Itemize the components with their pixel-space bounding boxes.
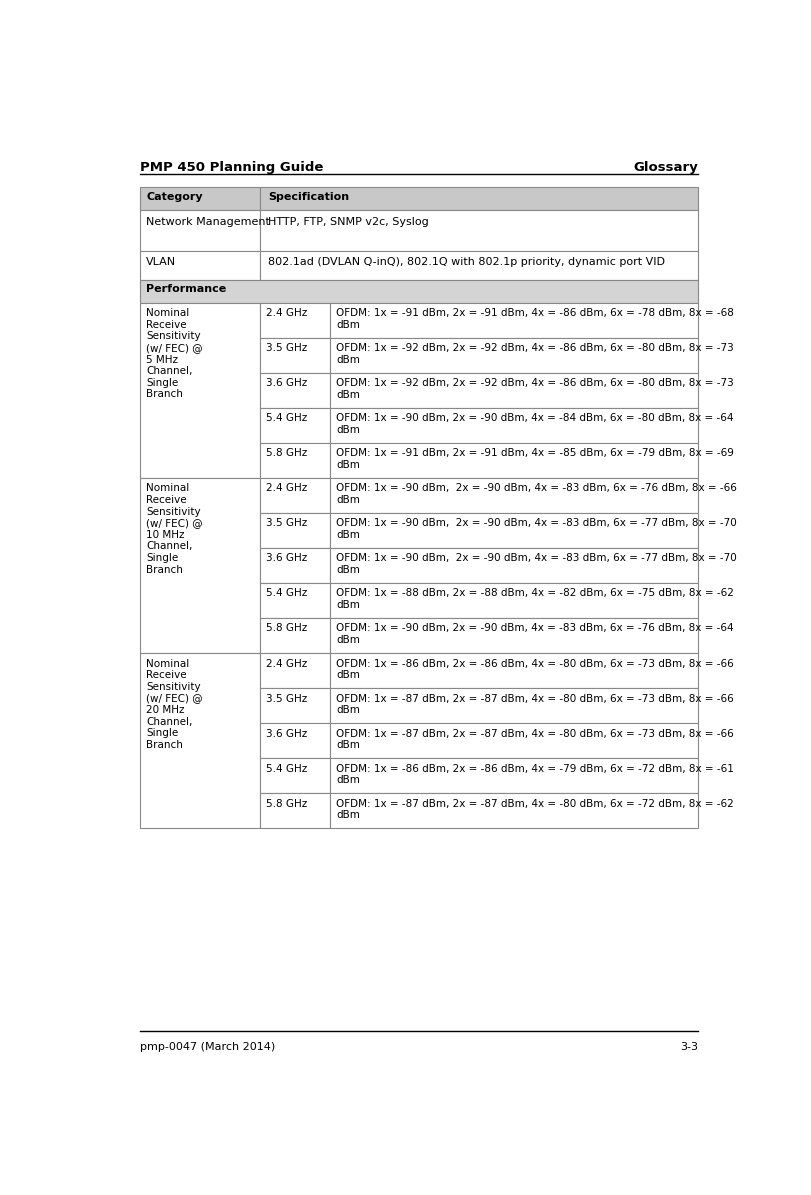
Text: 5.8 GHz: 5.8 GHz [267, 624, 307, 633]
Text: OFDM: 1x = -90 dBm, 2x = -90 dBm, 4x = -84 dBm, 6x = -80 dBm, 8x = -64
dBm: OFDM: 1x = -90 dBm, 2x = -90 dBm, 4x = -… [337, 413, 734, 435]
Bar [330, 618, 698, 654]
Text: 5.8 GHz: 5.8 GHz [267, 798, 307, 809]
Bar [330, 338, 698, 373]
Bar [260, 688, 330, 723]
Bar [260, 793, 330, 828]
Bar [330, 549, 698, 583]
Bar [140, 654, 260, 828]
Text: HTTP, FTP, SNMP v2c, Syslog: HTTP, FTP, SNMP v2c, Syslog [268, 217, 429, 227]
Text: 3-3: 3-3 [680, 1042, 698, 1052]
Bar [140, 281, 698, 302]
Bar [330, 373, 698, 407]
Text: VLAN: VLAN [146, 257, 177, 266]
Bar [140, 302, 260, 478]
Bar [260, 513, 330, 549]
Bar [330, 583, 698, 618]
Bar [330, 478, 698, 513]
Text: 5.4 GHz: 5.4 GHz [267, 764, 307, 773]
Text: 2.4 GHz: 2.4 GHz [267, 483, 307, 494]
Text: OFDM: 1x = -91 dBm, 2x = -91 dBm, 4x = -85 dBm, 6x = -79 dBm, 8x = -69
dBm: OFDM: 1x = -91 dBm, 2x = -91 dBm, 4x = -… [337, 448, 734, 470]
Bar [260, 583, 330, 618]
Bar [260, 654, 330, 688]
Bar [260, 188, 698, 210]
Text: 5.4 GHz: 5.4 GHz [267, 413, 307, 423]
Bar [330, 793, 698, 828]
Bar [140, 188, 260, 210]
Text: PMP 450 Planning Guide: PMP 450 Planning Guide [140, 161, 324, 174]
Bar [260, 338, 330, 373]
Text: 3.5 GHz: 3.5 GHz [267, 519, 307, 528]
Bar [260, 759, 330, 793]
Bar [330, 723, 698, 759]
Text: Performance: Performance [146, 284, 226, 294]
Bar [330, 654, 698, 688]
Bar [140, 210, 260, 251]
Text: OFDM: 1x = -86 dBm, 2x = -86 dBm, 4x = -80 dBm, 6x = -73 dBm, 8x = -66
dBm: OFDM: 1x = -86 dBm, 2x = -86 dBm, 4x = -… [337, 658, 734, 680]
Text: Specification: Specification [268, 191, 349, 202]
Bar [260, 618, 330, 654]
Text: 3.6 GHz: 3.6 GHz [267, 729, 307, 739]
Text: Nominal
Receive
Sensitivity
(w/ FEC) @
20 MHz
Channel,
Single
Branch: Nominal Receive Sensitivity (w/ FEC) @ 2… [146, 658, 203, 749]
Text: 3.5 GHz: 3.5 GHz [267, 693, 307, 704]
Text: OFDM: 1x = -90 dBm,  2x = -90 dBm, 4x = -83 dBm, 6x = -77 dBm, 8x = -70
dBm: OFDM: 1x = -90 dBm, 2x = -90 dBm, 4x = -… [337, 519, 737, 540]
Text: OFDM: 1x = -87 dBm, 2x = -87 dBm, 4x = -80 dBm, 6x = -72 dBm, 8x = -62
dBm: OFDM: 1x = -87 dBm, 2x = -87 dBm, 4x = -… [337, 798, 734, 820]
Text: pmp-0047 (March 2014): pmp-0047 (March 2014) [140, 1042, 276, 1052]
Bar [330, 688, 698, 723]
Text: 5.4 GHz: 5.4 GHz [267, 588, 307, 599]
Bar [260, 302, 330, 338]
Bar [330, 302, 698, 338]
Bar [260, 373, 330, 407]
Bar [330, 407, 698, 443]
Text: 5.8 GHz: 5.8 GHz [267, 448, 307, 459]
Bar [260, 210, 698, 251]
Text: OFDM: 1x = -92 dBm, 2x = -92 dBm, 4x = -86 dBm, 6x = -80 dBm, 8x = -73
dBm: OFDM: 1x = -92 dBm, 2x = -92 dBm, 4x = -… [337, 379, 734, 400]
Text: Category: Category [146, 191, 203, 202]
Text: Nominal
Receive
Sensitivity
(w/ FEC) @
10 MHz
Channel,
Single
Branch: Nominal Receive Sensitivity (w/ FEC) @ 1… [146, 483, 203, 575]
Text: 3.6 GHz: 3.6 GHz [267, 379, 307, 388]
Bar [260, 478, 330, 513]
Text: Network Management: Network Management [146, 217, 270, 227]
Bar [140, 478, 260, 654]
Text: OFDM: 1x = -87 dBm, 2x = -87 dBm, 4x = -80 dBm, 6x = -73 dBm, 8x = -66
dBm: OFDM: 1x = -87 dBm, 2x = -87 dBm, 4x = -… [337, 693, 734, 715]
Bar [330, 443, 698, 478]
Text: 2.4 GHz: 2.4 GHz [267, 658, 307, 668]
Text: 3.6 GHz: 3.6 GHz [267, 553, 307, 563]
Text: OFDM: 1x = -92 dBm, 2x = -92 dBm, 4x = -86 dBm, 6x = -80 dBm, 8x = -73
dBm: OFDM: 1x = -92 dBm, 2x = -92 dBm, 4x = -… [337, 343, 734, 364]
Bar [330, 513, 698, 549]
Text: OFDM: 1x = -91 dBm, 2x = -91 dBm, 4x = -86 dBm, 6x = -78 dBm, 8x = -68
dBm: OFDM: 1x = -91 dBm, 2x = -91 dBm, 4x = -… [337, 308, 734, 330]
Bar [260, 443, 330, 478]
Bar [260, 723, 330, 759]
Text: 2.4 GHz: 2.4 GHz [267, 308, 307, 318]
Text: 802.1ad (DVLAN Q-inQ), 802.1Q with 802.1p priority, dynamic port VID: 802.1ad (DVLAN Q-inQ), 802.1Q with 802.1… [268, 257, 665, 266]
Text: OFDM: 1x = -88 dBm, 2x = -88 dBm, 4x = -82 dBm, 6x = -75 dBm, 8x = -62
dBm: OFDM: 1x = -88 dBm, 2x = -88 dBm, 4x = -… [337, 588, 734, 611]
Text: OFDM: 1x = -90 dBm,  2x = -90 dBm, 4x = -83 dBm, 6x = -77 dBm, 8x = -70
dBm: OFDM: 1x = -90 dBm, 2x = -90 dBm, 4x = -… [337, 553, 737, 575]
Bar [260, 549, 330, 583]
Bar [260, 407, 330, 443]
Text: OFDM: 1x = -87 dBm, 2x = -87 dBm, 4x = -80 dBm, 6x = -73 dBm, 8x = -66
dBm: OFDM: 1x = -87 dBm, 2x = -87 dBm, 4x = -… [337, 729, 734, 750]
Text: OFDM: 1x = -90 dBm, 2x = -90 dBm, 4x = -83 dBm, 6x = -76 dBm, 8x = -64
dBm: OFDM: 1x = -90 dBm, 2x = -90 dBm, 4x = -… [337, 624, 734, 645]
Text: OFDM: 1x = -90 dBm,  2x = -90 dBm, 4x = -83 dBm, 6x = -76 dBm, 8x = -66
dBm: OFDM: 1x = -90 dBm, 2x = -90 dBm, 4x = -… [337, 483, 737, 505]
Text: Nominal
Receive
Sensitivity
(w/ FEC) @
5 MHz
Channel,
Single
Branch: Nominal Receive Sensitivity (w/ FEC) @ 5… [146, 308, 203, 399]
Text: Glossary: Glossary [633, 161, 698, 174]
Text: OFDM: 1x = -86 dBm, 2x = -86 dBm, 4x = -79 dBm, 6x = -72 dBm, 8x = -61
dBm: OFDM: 1x = -86 dBm, 2x = -86 dBm, 4x = -… [337, 764, 734, 785]
Bar [330, 759, 698, 793]
Text: 3.5 GHz: 3.5 GHz [267, 343, 307, 354]
Bar [140, 251, 260, 281]
Bar [260, 251, 698, 281]
